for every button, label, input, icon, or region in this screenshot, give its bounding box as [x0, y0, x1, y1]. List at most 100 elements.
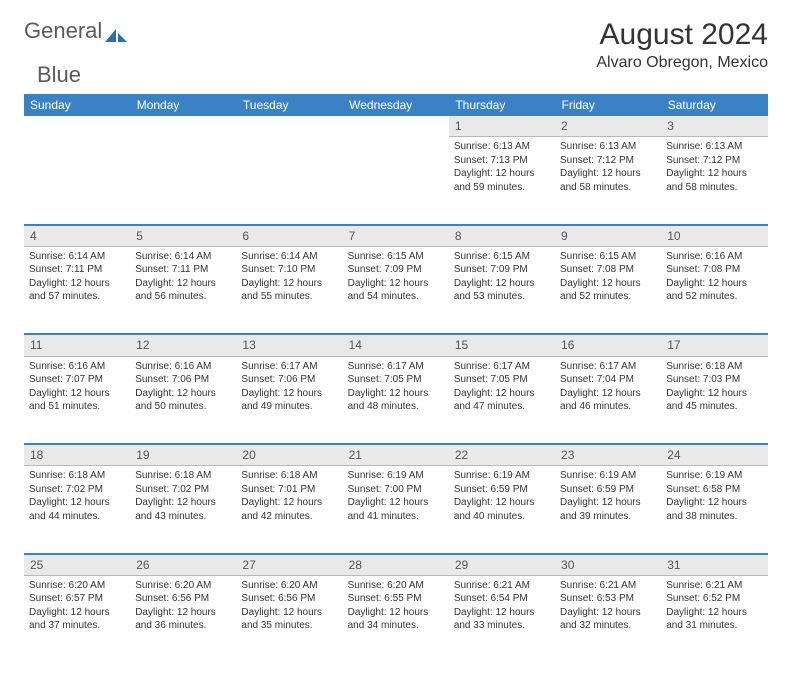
sunrise-line: Sunrise: 6:21 AM	[454, 579, 550, 593]
sunset-line: Sunset: 7:06 PM	[241, 373, 337, 387]
day-number: 21	[343, 445, 449, 466]
weekday-header: Thursday	[449, 94, 555, 116]
daylight-line: Daylight: 12 hours and 47 minutes.	[454, 387, 550, 414]
day-cell: Sunrise: 6:17 AMSunset: 7:04 PMDaylight:…	[555, 356, 661, 444]
sunrise-line: Sunrise: 6:17 AM	[241, 360, 337, 374]
day-number: 26	[130, 555, 236, 576]
day-number: 28	[343, 555, 449, 576]
day-content-row: Sunrise: 6:20 AMSunset: 6:57 PMDaylight:…	[24, 575, 768, 663]
sunset-line: Sunset: 7:08 PM	[666, 263, 762, 277]
daylight-line: Daylight: 12 hours and 34 minutes.	[348, 606, 444, 633]
sunrise-line: Sunrise: 6:17 AM	[454, 360, 550, 374]
sunset-line: Sunset: 7:08 PM	[560, 263, 656, 277]
day-cell: Sunrise: 6:20 AMSunset: 6:57 PMDaylight:…	[24, 575, 130, 663]
daylight-line: Daylight: 12 hours and 44 minutes.	[29, 496, 125, 523]
sunrise-line: Sunrise: 6:15 AM	[454, 250, 550, 264]
sunrise-line: Sunrise: 6:21 AM	[666, 579, 762, 593]
daylight-line: Daylight: 12 hours and 43 minutes.	[135, 496, 231, 523]
daylight-line: Daylight: 12 hours and 37 minutes.	[29, 606, 125, 633]
day-cell: Sunrise: 6:18 AMSunset: 7:02 PMDaylight:…	[24, 466, 130, 554]
day-number: 30	[555, 555, 661, 576]
day-number: 31	[661, 555, 767, 576]
logo-text-general: General	[24, 18, 102, 44]
day-cell: Sunrise: 6:17 AMSunset: 7:05 PMDaylight:…	[449, 356, 555, 444]
day-number: 27	[236, 555, 342, 576]
day-cell: Sunrise: 6:13 AMSunset: 7:12 PMDaylight:…	[555, 137, 661, 225]
calendar-grid: SundayMondayTuesdayWednesdayThursdayFrid…	[24, 94, 768, 663]
day-cell: Sunrise: 6:15 AMSunset: 7:09 PMDaylight:…	[449, 246, 555, 334]
sunset-line: Sunset: 7:09 PM	[454, 263, 550, 277]
sunrise-line: Sunrise: 6:15 AM	[560, 250, 656, 264]
calendar-page: General August 2024 Alvaro Obregon, Mexi…	[0, 0, 792, 681]
sunset-line: Sunset: 7:05 PM	[454, 373, 550, 387]
day-cell: Sunrise: 6:15 AMSunset: 7:09 PMDaylight:…	[343, 246, 449, 334]
sunrise-line: Sunrise: 6:20 AM	[29, 579, 125, 593]
day-number: 8	[449, 226, 555, 247]
day-cell: Sunrise: 6:20 AMSunset: 6:56 PMDaylight:…	[236, 575, 342, 663]
sunset-line: Sunset: 7:12 PM	[666, 154, 762, 168]
brand-logo: General	[24, 18, 129, 44]
sunrise-line: Sunrise: 6:16 AM	[666, 250, 762, 264]
sunrise-line: Sunrise: 6:14 AM	[241, 250, 337, 264]
day-cell: Sunrise: 6:16 AMSunset: 7:06 PMDaylight:…	[130, 356, 236, 444]
daylight-line: Daylight: 12 hours and 38 minutes.	[666, 496, 762, 523]
sunrise-line: Sunrise: 6:13 AM	[454, 140, 550, 154]
daylight-line: Daylight: 12 hours and 52 minutes.	[666, 277, 762, 304]
weekday-header: Friday	[555, 94, 661, 116]
daylight-line: Daylight: 12 hours and 39 minutes.	[560, 496, 656, 523]
sunrise-line: Sunrise: 6:17 AM	[560, 360, 656, 374]
day-cell: Sunrise: 6:21 AMSunset: 6:53 PMDaylight:…	[555, 575, 661, 663]
sunset-line: Sunset: 7:05 PM	[348, 373, 444, 387]
daylight-line: Daylight: 12 hours and 41 minutes.	[348, 496, 444, 523]
daylight-line: Daylight: 12 hours and 54 minutes.	[348, 277, 444, 304]
sunset-line: Sunset: 6:55 PM	[348, 592, 444, 606]
day-cell: Sunrise: 6:18 AMSunset: 7:03 PMDaylight:…	[661, 356, 767, 444]
day-number: 12	[130, 335, 236, 356]
weekday-header: Wednesday	[343, 94, 449, 116]
sunrise-line: Sunrise: 6:18 AM	[241, 469, 337, 483]
day-number: 16	[555, 335, 661, 356]
sunrise-line: Sunrise: 6:21 AM	[560, 579, 656, 593]
day-cell: Sunrise: 6:19 AMSunset: 6:59 PMDaylight:…	[449, 466, 555, 554]
sunset-line: Sunset: 7:04 PM	[560, 373, 656, 387]
sunrise-line: Sunrise: 6:13 AM	[666, 140, 762, 154]
sunset-line: Sunset: 6:56 PM	[135, 592, 231, 606]
sunset-line: Sunset: 7:11 PM	[29, 263, 125, 277]
day-number: 9	[555, 226, 661, 247]
empty-day-number	[24, 116, 130, 137]
day-cell: Sunrise: 6:19 AMSunset: 6:58 PMDaylight:…	[661, 466, 767, 554]
empty-day-cell	[24, 137, 130, 225]
sunset-line: Sunset: 7:09 PM	[348, 263, 444, 277]
sunrise-line: Sunrise: 6:20 AM	[348, 579, 444, 593]
day-number: 29	[449, 555, 555, 576]
sunrise-line: Sunrise: 6:20 AM	[241, 579, 337, 593]
day-number: 24	[661, 445, 767, 466]
sunrise-line: Sunrise: 6:16 AM	[135, 360, 231, 374]
day-cell: Sunrise: 6:18 AMSunset: 7:01 PMDaylight:…	[236, 466, 342, 554]
sunset-line: Sunset: 6:59 PM	[560, 483, 656, 497]
daylight-line: Daylight: 12 hours and 42 minutes.	[241, 496, 337, 523]
day-number: 25	[24, 555, 130, 576]
day-number: 6	[236, 226, 342, 247]
day-cell: Sunrise: 6:14 AMSunset: 7:10 PMDaylight:…	[236, 246, 342, 334]
day-number: 18	[24, 445, 130, 466]
daylight-line: Daylight: 12 hours and 31 minutes.	[666, 606, 762, 633]
daylight-line: Daylight: 12 hours and 48 minutes.	[348, 387, 444, 414]
day-number: 10	[661, 226, 767, 247]
sunrise-line: Sunrise: 6:19 AM	[666, 469, 762, 483]
day-cell: Sunrise: 6:14 AMSunset: 7:11 PMDaylight:…	[24, 246, 130, 334]
daylight-line: Daylight: 12 hours and 33 minutes.	[454, 606, 550, 633]
day-cell: Sunrise: 6:13 AMSunset: 7:13 PMDaylight:…	[449, 137, 555, 225]
day-cell: Sunrise: 6:17 AMSunset: 7:06 PMDaylight:…	[236, 356, 342, 444]
month-title: August 2024	[596, 18, 768, 52]
day-number: 11	[24, 335, 130, 356]
sunrise-line: Sunrise: 6:17 AM	[348, 360, 444, 374]
sunset-line: Sunset: 6:53 PM	[560, 592, 656, 606]
day-number-row: 123	[24, 116, 768, 137]
day-number: 3	[661, 116, 767, 137]
empty-day-number	[236, 116, 342, 137]
empty-day-cell	[236, 137, 342, 225]
day-number: 19	[130, 445, 236, 466]
daylight-line: Daylight: 12 hours and 36 minutes.	[135, 606, 231, 633]
sunset-line: Sunset: 7:13 PM	[454, 154, 550, 168]
